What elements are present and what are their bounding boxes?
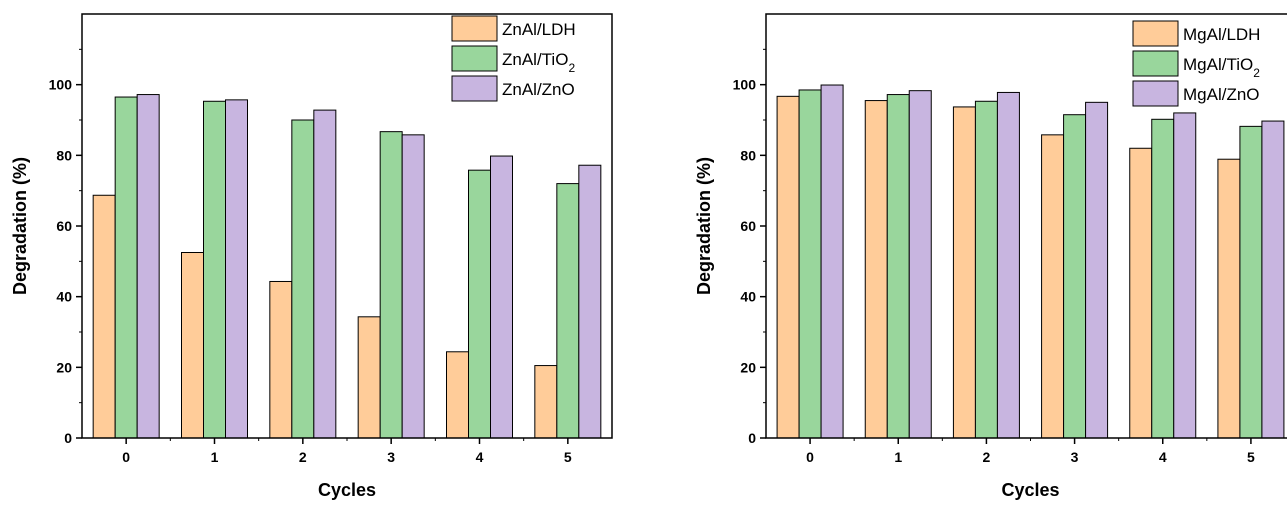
bar-mgal-ldh-cycle-3	[1041, 134, 1065, 439]
x-axis-title: Cycles	[1001, 480, 1059, 500]
bar-mgal-ldh-cycle-5	[1217, 158, 1241, 439]
y-axis-title: Degradation (%)	[10, 157, 30, 295]
x-tick-label: 4	[1159, 449, 1167, 465]
bar-mgal-tio2-cycle-0	[798, 89, 822, 439]
y-tick-label: 20	[740, 359, 756, 375]
y-tick-label: 80	[56, 147, 72, 163]
legend-label: ZnAl/ZnO	[502, 80, 575, 99]
bar-znal-tio2-cycle-1	[203, 100, 226, 439]
chart-panel-mg: 0 20 40 60 80 100 0 1 2 3 4 5 Cycles Degradation (%) M…	[694, 13, 1287, 500]
y-tick-label: 40	[56, 289, 72, 305]
legend-swatch	[1132, 80, 1179, 107]
legend-label: ZnAl/TiO2	[502, 50, 575, 75]
x-tick-label: 2	[299, 449, 307, 465]
bar-znal-zno-cycle-1	[225, 99, 248, 439]
x-tick-label: 2	[983, 449, 991, 465]
plot-frame	[765, 13, 1287, 439]
x-tick-label: 1	[894, 449, 902, 465]
bar-mgal-zno-cycle-4	[1173, 112, 1197, 439]
bar-znal-zno-cycle-5	[578, 164, 602, 439]
y-axis-title: Degradation (%)	[694, 157, 714, 295]
x-tick-label: 3	[387, 449, 395, 465]
legend-swatch	[1132, 50, 1179, 77]
x-tick-label: 0	[122, 449, 130, 465]
bar-mgal-tio2-cycle-4	[1151, 118, 1175, 439]
x-axis-title: Cycles	[318, 480, 376, 500]
legend-label: MgAl/TiO2	[1183, 55, 1260, 80]
bar-znal-ldh-cycle-1	[181, 252, 204, 439]
bar-znal-zno-cycle-2	[313, 109, 337, 439]
x-tick-label: 1	[211, 449, 219, 465]
bar-znal-ldh-cycle-3	[357, 316, 381, 439]
bar-znal-tio2-cycle-3	[379, 131, 403, 439]
bar-znal-tio2-cycle-5	[556, 183, 580, 439]
chart-panel-zn: 0 20 40 60 80 100 0 1 2 3 4 5 Cycles Degradation (%) Z…	[10, 13, 613, 500]
x-tick-label: 4	[476, 449, 484, 465]
bar-znal-zno-cycle-4	[490, 155, 513, 439]
bar-znal-tio2-cycle-0	[114, 96, 138, 439]
x-tick-label: 5	[564, 449, 572, 465]
bar-mgal-ldh-cycle-2	[952, 106, 976, 439]
x-tick-label: 5	[1247, 449, 1255, 465]
y-tick-label: 60	[56, 218, 72, 234]
bar-mgal-zno-cycle-3	[1085, 101, 1109, 439]
y-tick-label: 20	[56, 359, 72, 375]
bar-znal-ldh-cycle-4	[446, 351, 469, 439]
legend: ZnAl/LDH ZnAl/TiO2 ZnAl/ZnO	[451, 15, 576, 102]
bar-znal-tio2-cycle-4	[468, 169, 491, 439]
bar-mgal-ldh-cycle-0	[776, 95, 800, 439]
legend-label: MgAl/ZnO	[1183, 85, 1260, 104]
y-tick-label: 60	[740, 218, 756, 234]
y-tick-label: 0	[748, 430, 756, 446]
bar-mgal-tio2-cycle-2	[974, 100, 998, 439]
bar-mgal-ldh-cycle-4	[1129, 147, 1153, 439]
bar-mgal-tio2-cycle-5	[1239, 125, 1263, 439]
legend-swatch	[451, 15, 498, 42]
bar-mgal-tio2-cycle-1	[886, 94, 910, 439]
y-tick-label: 0	[64, 430, 72, 446]
bar-mgal-zno-cycle-0	[820, 84, 844, 439]
x-tick-label: 3	[1071, 449, 1079, 465]
legend-label: MgAl/LDH	[1183, 25, 1260, 44]
y-tick-label: 40	[740, 289, 756, 305]
bar-znal-ldh-cycle-2	[269, 280, 293, 439]
legend-swatch	[451, 75, 498, 102]
bar-znal-zno-cycle-3	[401, 134, 425, 439]
bar-znal-ldh-cycle-5	[534, 365, 558, 439]
legend-swatch	[1132, 20, 1179, 47]
bar-znal-tio2-cycle-2	[291, 119, 315, 439]
bar-znal-zno-cycle-0	[136, 94, 160, 439]
bar-mgal-ldh-cycle-1	[864, 100, 888, 439]
y-tick-label: 100	[733, 77, 757, 93]
bar-mgal-zno-cycle-2	[996, 91, 1020, 439]
bar-mgal-zno-cycle-1	[908, 90, 932, 439]
y-tick-label: 100	[49, 77, 73, 93]
bar-mgal-zno-cycle-5	[1261, 120, 1285, 439]
legend-swatch	[451, 45, 498, 72]
bar-znal-ldh-cycle-0	[92, 194, 116, 439]
y-tick-label: 80	[740, 147, 756, 163]
legend: MgAl/LDH MgAl/TiO2 MgAl/ZnO	[1132, 20, 1260, 107]
x-tick-label: 0	[806, 449, 814, 465]
legend-label: ZnAl/LDH	[502, 20, 576, 39]
bar-mgal-tio2-cycle-3	[1063, 114, 1087, 439]
plot-frame	[81, 13, 613, 439]
